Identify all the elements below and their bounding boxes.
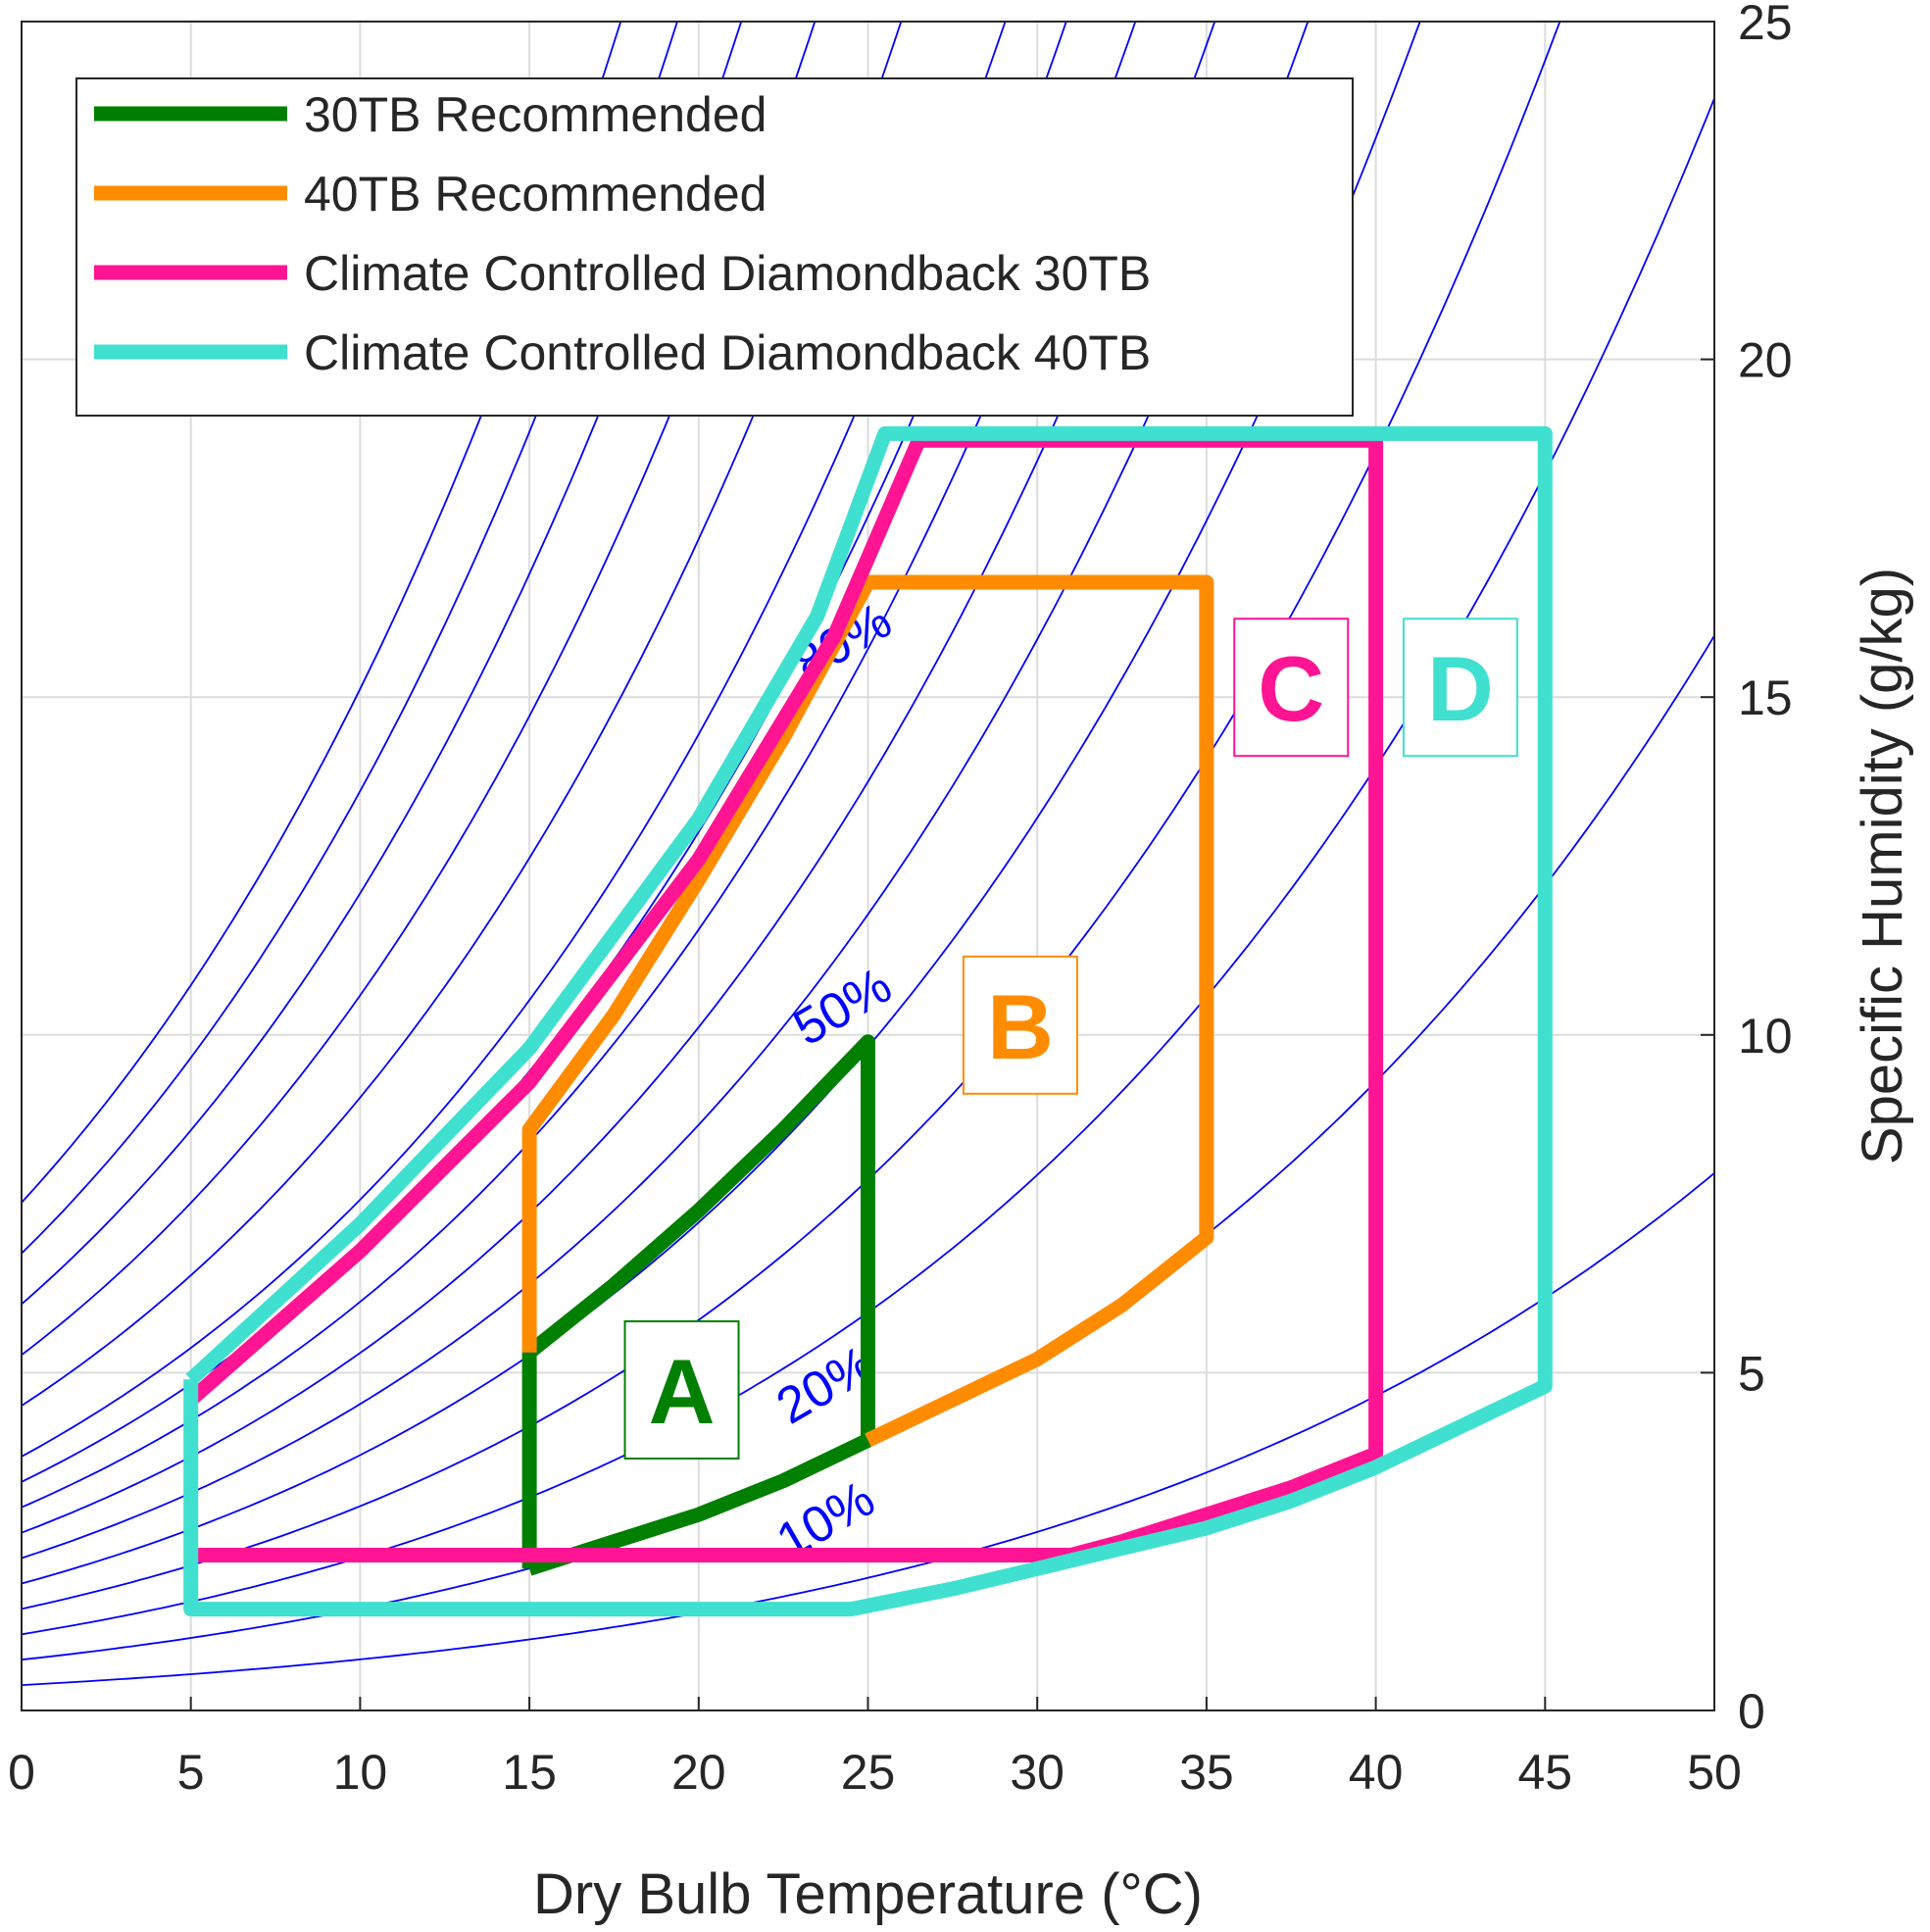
x-tick-label: 20 xyxy=(671,1745,726,1800)
zone-label-box xyxy=(962,955,1078,1095)
rh-curve xyxy=(22,22,1137,1509)
legend-entry: 30TB Recommended xyxy=(304,87,767,142)
x-tick-label: 50 xyxy=(1687,1745,1742,1800)
rh-curve xyxy=(22,22,1216,1534)
y-tick-label: 10 xyxy=(1738,1009,1793,1064)
series-line-1 xyxy=(521,1034,875,1576)
zone-label: A xyxy=(649,1340,716,1443)
zone-label: B xyxy=(987,975,1054,1078)
x-tick-label: 35 xyxy=(1179,1745,1234,1800)
x-tick-label: 0 xyxy=(8,1745,35,1800)
y-axis-label: Specific Humidity (g/kg) xyxy=(1851,568,1914,1164)
x-tick-label: 40 xyxy=(1349,1745,1404,1800)
series-line-2 xyxy=(521,574,1214,1448)
legend-entry: Climate Controlled Diamondback 30TB xyxy=(304,246,1151,301)
x-tick-label: 10 xyxy=(333,1745,388,1800)
x-tick-label: 30 xyxy=(1010,1745,1064,1800)
rh-curve xyxy=(22,22,678,1255)
rh-curve xyxy=(22,22,817,1357)
legend: 30TB Recommended 40TB Recommended Climate … xyxy=(75,77,1354,417)
legend-box xyxy=(75,77,1354,417)
y-tick-label: 25 xyxy=(1738,0,1793,50)
zone-label-box xyxy=(623,1319,740,1460)
series-line-4 xyxy=(183,425,1553,1617)
zone-label: C xyxy=(1258,637,1324,740)
y-tick-label: 0 xyxy=(1738,1684,1765,1739)
rh-curve xyxy=(22,22,1310,1560)
rh-curve xyxy=(22,22,743,1306)
zone-label-box xyxy=(1233,618,1350,758)
x-tick-label: 5 xyxy=(177,1745,205,1800)
y-tick-label: 5 xyxy=(1738,1346,1765,1401)
rh-curve xyxy=(22,1172,1714,1686)
x-tick-label: 15 xyxy=(502,1745,557,1800)
x-tick-label: 25 xyxy=(841,1745,896,1800)
zone-label: D xyxy=(1427,637,1494,740)
rh-curve xyxy=(22,22,622,1204)
x-axis-label: Dry Bulb Temperature (°C) xyxy=(533,1862,1203,1926)
zone-outlines xyxy=(183,425,1553,1617)
rh-label: 50% xyxy=(784,957,901,1057)
axis-ticks: 0 5 10 15 20 25 30 35 40 45 50 0 5 10 15 20 25 xyxy=(8,0,1793,1800)
legend-entry: 40TB Recommended xyxy=(304,167,767,222)
legend-entry: Climate Controlled Diamondback 40TB xyxy=(304,325,1151,380)
x-tick-label: 45 xyxy=(1517,1745,1572,1800)
zone-label-box xyxy=(1402,618,1518,758)
zone-labels: A B C D xyxy=(623,618,1518,1460)
y-tick-label: 15 xyxy=(1738,670,1793,725)
y-tick-label: 20 xyxy=(1738,333,1793,388)
